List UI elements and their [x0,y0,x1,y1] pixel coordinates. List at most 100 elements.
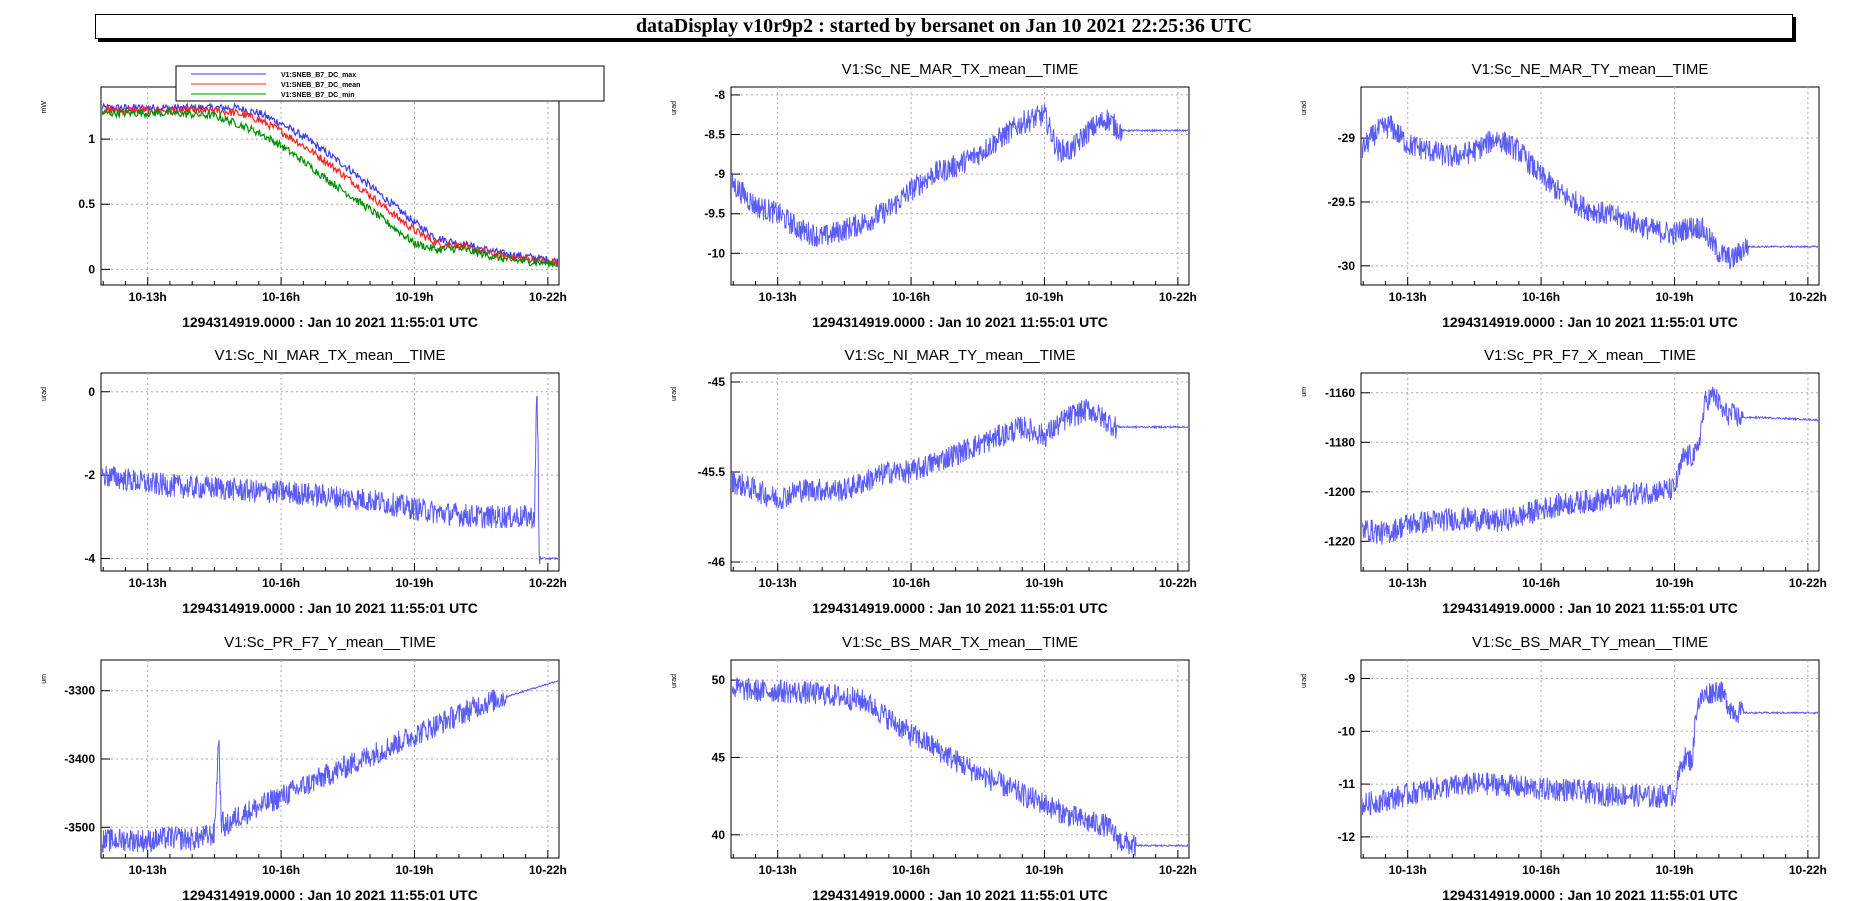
x-tick-label: 10-22h [1789,290,1827,304]
x-tick-label: 10-13h [1389,290,1427,304]
x-tick-label: 10-13h [1389,576,1427,590]
plot-frame [1360,372,1820,572]
x-axis-label: 1294314919.0000 : Jan 10 2021 11:55:01 U… [812,887,1108,901]
x-tick-label: 10-16h [1522,863,1560,877]
y-tick-label: -10 [708,246,726,260]
x-tick-label: 10-22h [529,290,567,304]
y-tick-label: -30 [1338,259,1356,273]
series-line-1 [1362,386,1818,545]
x-tick-label: 10-13h [759,290,797,304]
chart-panel-3: 10-13h 10-16h 10-19h 10-22h -29 -29.5 -30 urad V… [1301,61,1827,330]
x-tick-label: 10-16h [1522,576,1560,590]
y-tick-label: -1180 [1325,435,1355,449]
chart-panel-6: 10-13h 10-16h 10-19h 10-22h -1160 -1180 -1200 -… [1301,347,1827,616]
x-tick-label: 10-16h [262,863,300,877]
series-line-1 [1362,681,1818,816]
x-tick-label: 10-19h [395,576,433,590]
y-tick-label: -1200 [1324,485,1355,499]
x-tick-label: 10-19h [1655,863,1693,877]
y-tick-label: -9.5 [704,207,725,221]
y-axis-label: urad [671,387,678,401]
y-axis-label: urad [1301,674,1308,688]
chart-panel-8: 10-13h 10-16h 10-19h 10-22h 50 45 40 urad V1:Sc_… [671,634,1197,901]
y-tick-label: -3400 [64,752,95,766]
y-tick-label: -2 [84,468,95,482]
y-tick-label: -29 [1338,131,1356,145]
y-tick-label: -1160 [1325,386,1355,400]
legend-entry: V1:SNEB_B7_DC_min [281,92,355,99]
x-axis-label: 1294314919.0000 : Jan 10 2021 11:55:01 U… [182,600,478,616]
y-axis-label: um [41,674,48,684]
chart-panel-1: 10-13h 10-16h 10-19h 10-22h 0 0.5 1 mW 129431491… [41,65,605,330]
plot-frame [730,86,1190,286]
chart-title: V1:Sc_PR_F7_X_mean__TIME [1484,347,1696,364]
y-axis-label: um [1301,387,1308,397]
x-tick-label: 10-19h [1655,290,1693,304]
y-tick-label: 0 [88,385,95,399]
y-axis-label: urad [671,674,678,688]
y-axis-label: mW [41,101,48,114]
x-tick-label: 10-16h [892,576,930,590]
y-tick-label: -8.5 [704,128,725,142]
x-tick-label: 10-22h [1159,863,1197,877]
plot-frame [1360,86,1820,286]
y-tick-label: -4 [84,551,95,565]
x-tick-label: 10-16h [892,290,930,304]
y-tick-label: 1 [88,132,95,146]
plot-frame [100,372,560,572]
y-tick-label: -12 [1338,830,1356,844]
y-tick-label: -3300 [64,684,95,698]
chart-title: V1:Sc_NI_MAR_TY_mean__TIME [845,347,1076,364]
chart-title: V1:Sc_NE_MAR_TX_mean__TIME [842,61,1079,78]
y-tick-label: -10 [1338,724,1356,738]
x-axis-label: 1294314919.0000 : Jan 10 2021 11:55:01 U… [812,600,1108,616]
x-tick-label: 10-22h [1789,863,1827,877]
y-tick-label: -46 [708,555,726,569]
y-tick-label: 50 [712,673,726,687]
x-tick-label: 10-13h [129,863,167,877]
series-line-1 [102,395,558,565]
y-tick-label: -9 [1344,671,1355,685]
x-tick-label: 10-13h [1389,863,1427,877]
chart-panel-7: 10-13h 10-16h 10-19h 10-22h -3300 -3400 -3500 u… [41,634,567,901]
x-axis-label: 1294314919.0000 : Jan 10 2021 11:55:01 U… [1442,887,1738,901]
y-tick-label: -1220 [1324,534,1355,548]
series-line-1 [1362,115,1818,270]
series-line-2 [102,104,558,267]
x-axis-label: 1294314919.0000 : Jan 10 2021 11:55:01 U… [812,314,1108,330]
plot-frame [730,372,1190,572]
display-banner: dataDisplay v10r9p2 : started by bersane… [95,14,1793,39]
chart-panel-9: 10-13h 10-16h 10-19h 10-22h -9 -10 -11 -12 urad V… [1301,634,1827,901]
chart-panel-2: 10-13h 10-16h 10-19h 10-22h -8 -8.5 -9 -9.5 -10 u… [671,61,1197,330]
x-tick-label: 10-16h [262,290,300,304]
x-tick-label: 10-16h [892,863,930,877]
x-tick-label: 10-22h [1159,576,1197,590]
y-axis-label: urad [671,101,678,115]
series-line-1 [102,679,558,853]
x-tick-label: 10-13h [759,576,797,590]
y-tick-label: 45 [712,750,726,764]
x-tick-label: 10-13h [129,576,167,590]
chart-title: V1:Sc_NE_MAR_TY_mean__TIME [1472,61,1709,78]
y-tick-label: -45 [708,375,726,389]
x-axis-label: 1294314919.0000 : Jan 10 2021 11:55:01 U… [182,314,478,330]
y-tick-label: -9 [714,167,725,181]
y-tick-label: 40 [712,828,726,842]
x-tick-label: 10-16h [262,576,300,590]
x-tick-label: 10-13h [129,290,167,304]
x-tick-label: 10-19h [395,863,433,877]
y-tick-label: 0 [88,262,95,276]
x-tick-label: 10-22h [1789,576,1827,590]
series-line-1 [732,677,1188,857]
y-tick-label: -29.5 [1328,195,1356,209]
series-line-1 [732,104,1188,247]
x-tick-label: 10-19h [1025,863,1063,877]
chart-title: V1:Sc_BS_MAR_TY_mean__TIME [1472,634,1708,651]
banner-title: dataDisplay v10r9p2 : started by bersane… [635,15,1253,37]
plot-frame [100,86,560,286]
series-line-3 [102,107,558,268]
y-tick-label: -8 [714,88,725,102]
legend-entry: V1:SNEB_B7_DC_max [281,72,356,79]
x-axis-label: 1294314919.0000 : Jan 10 2021 11:55:01 U… [1442,314,1738,330]
